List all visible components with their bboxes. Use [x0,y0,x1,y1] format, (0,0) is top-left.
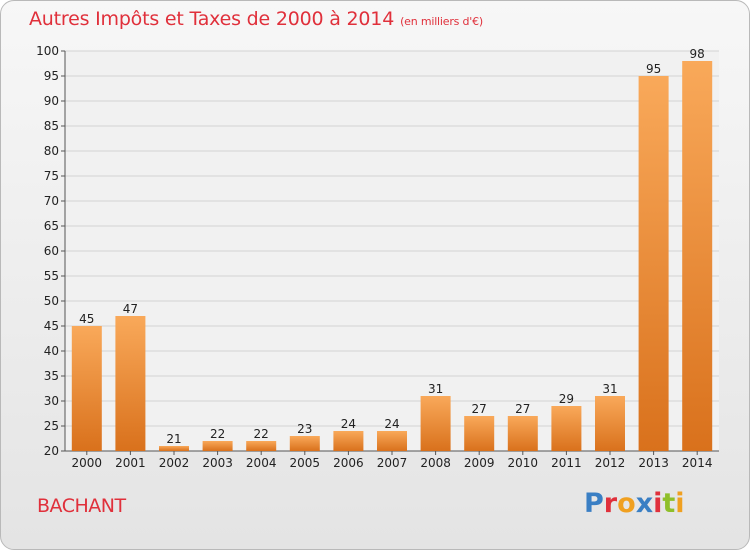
x-tick-label: 2010 [508,456,539,470]
data-label: 27 [472,402,487,416]
bar [638,76,669,451]
y-tick-label: 85 [44,119,59,133]
data-label: 24 [384,417,399,431]
x-tick-label: 2001 [115,456,146,470]
x-tick-label: 2003 [202,456,233,470]
y-tick-label: 35 [44,369,59,383]
bar [115,316,146,451]
logo-letter: P [584,488,604,519]
bar [377,431,407,451]
x-tick-label: 2002 [159,456,190,470]
y-tick-label: 30 [44,394,59,408]
data-label: 21 [166,432,181,446]
data-label: 95 [646,62,661,76]
x-tick-label: 2009 [464,456,495,470]
x-tick-label: 2013 [638,456,669,470]
logo-letter: i [653,488,663,519]
data-label: 27 [515,402,530,416]
logo-letter: r [603,488,618,519]
proxiti-logo: Proxiti [584,488,685,519]
y-tick-label: 80 [44,144,59,158]
x-tick-label: 2012 [595,456,626,470]
chart-title: Autres Impôts et Taxes de 2000 à 2014 (en… [29,8,483,30]
logo-letter: x [635,488,654,519]
y-tick-label: 40 [44,344,59,358]
commune-name: BACHANT [37,495,126,517]
bar [464,416,495,451]
data-label: 98 [690,47,705,61]
bar [682,61,713,451]
y-tick-label: 25 [44,419,59,433]
y-tick-label: 90 [44,94,59,108]
y-tick-label: 95 [44,69,59,83]
data-label: 22 [254,427,269,441]
title-text: Autres Impôts et Taxes de 2000 à 2014 [29,8,395,30]
bar [333,431,364,451]
y-tick-label: 50 [44,294,59,308]
title-unit: (en milliers d'€) [400,15,483,28]
x-tick-label: 2004 [246,456,277,470]
y-tick-label: 65 [44,219,59,233]
data-label: 47 [123,302,138,316]
data-label: 45 [79,312,94,326]
x-tick-label: 2014 [682,456,713,470]
y-tick-label: 45 [44,319,59,333]
x-tick-label: 2008 [420,456,451,470]
logo-letter: o [617,488,636,519]
bar [246,441,277,451]
logo-letter: i [675,488,685,519]
x-tick-label: 2000 [72,456,103,470]
x-tick-label: 2005 [290,456,321,470]
y-tick-label: 60 [44,244,59,258]
data-label: 23 [297,422,312,436]
bar [551,406,582,451]
data-label: 29 [559,392,574,406]
data-label: 31 [428,382,443,396]
x-tick-label: 2011 [551,456,582,470]
y-tick-label: 100 [36,44,59,58]
bar [507,416,538,451]
logo-letter: t [662,488,676,519]
bar [71,326,102,451]
data-label: 31 [602,382,617,396]
y-tick-label: 75 [44,169,59,183]
bar [289,436,320,451]
data-label: 24 [341,417,356,431]
x-tick-label: 2007 [377,456,408,470]
bar [159,446,189,451]
y-tick-label: 55 [44,269,59,283]
data-label: 22 [210,427,225,441]
y-tick-label: 70 [44,194,59,208]
x-tick-label: 2006 [333,456,364,470]
bar [202,441,233,451]
y-tick-label: 20 [44,444,59,458]
bar [420,396,451,451]
bar [595,396,625,451]
